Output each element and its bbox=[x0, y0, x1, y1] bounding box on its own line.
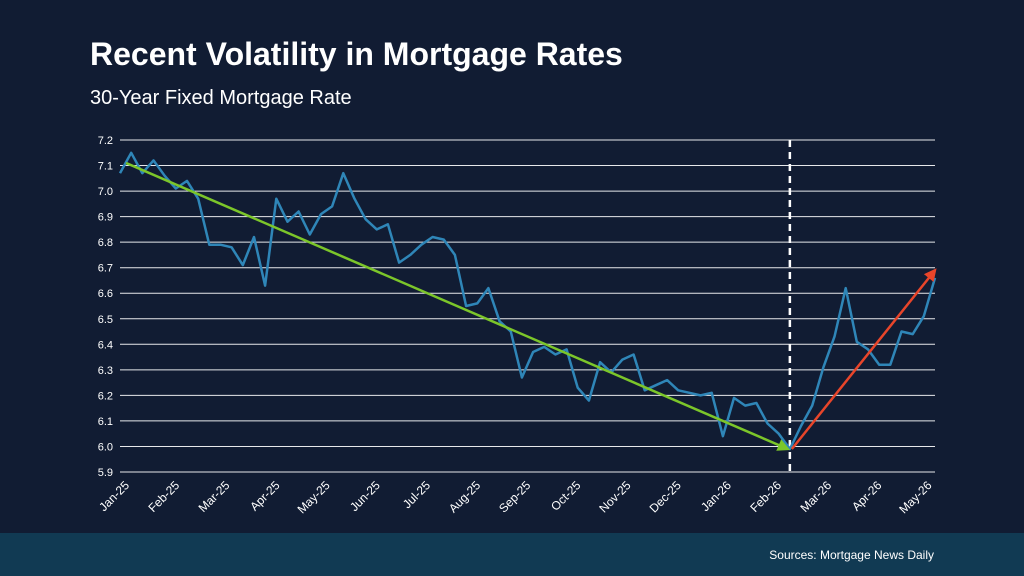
y-tick-label: 6.5 bbox=[98, 314, 113, 326]
x-tick-label: Jun-25 bbox=[347, 478, 383, 514]
footer-bar: Sources: Mortgage News Daily bbox=[0, 533, 1024, 576]
y-tick-label: 6.1 bbox=[98, 416, 113, 428]
down-trend-arrow bbox=[125, 161, 791, 451]
trend-arrows bbox=[125, 161, 937, 451]
y-tick-label: 6.8 bbox=[98, 237, 113, 249]
y-tick-label: 7.2 bbox=[98, 135, 113, 147]
up-trend-arrow bbox=[790, 268, 937, 450]
x-tick-label: Jan-26 bbox=[698, 478, 734, 514]
y-tick-label: 6.9 bbox=[98, 212, 113, 224]
y-tick-label: 7.1 bbox=[98, 161, 113, 173]
y-tick-label: 6.7 bbox=[98, 263, 113, 275]
y-tick-label: 6.4 bbox=[98, 339, 113, 351]
y-axis-ticks: 5.9 6.0 6.1 6.2 6.3 6.4 6.5 6.6 6.7 6.8 6.9 7.0 7.1 7… bbox=[98, 135, 113, 479]
y-tick-label: 6.3 bbox=[98, 365, 113, 377]
x-tick-label: Feb-25 bbox=[145, 478, 182, 515]
x-tick-label: Sep-25 bbox=[496, 478, 533, 515]
x-tick-label: Jan-25 bbox=[96, 478, 132, 514]
x-tick-label: Jul-25 bbox=[400, 478, 433, 511]
x-tick-label: Mar-26 bbox=[797, 478, 834, 515]
series-line bbox=[118, 151, 937, 451]
x-tick-label: Oct-25 bbox=[548, 478, 584, 514]
x-tick-label: Feb-26 bbox=[747, 478, 784, 515]
x-tick-label: Nov-25 bbox=[596, 478, 633, 515]
x-tick-label: May-26 bbox=[896, 478, 934, 516]
y-tick-label: 6.2 bbox=[98, 390, 113, 402]
chart-subtitle: 30-Year Fixed Mortgage Rate bbox=[90, 87, 352, 109]
x-tick-label: Dec-25 bbox=[647, 478, 684, 515]
x-axis-ticks: Jan-25 Feb-25 Mar-25 Apr-25 May-25 Jun-25 Jul-… bbox=[96, 478, 935, 516]
x-tick-label: Aug-25 bbox=[446, 478, 483, 515]
y-tick-label: 5.9 bbox=[98, 467, 113, 479]
y-tick-label: 7.0 bbox=[98, 186, 113, 198]
chart-title: Recent Volatility in Mortgage Rates bbox=[90, 36, 623, 72]
series-mortgage-rate bbox=[118, 151, 937, 451]
line-chart: 5.9 6.0 6.1 6.2 6.3 6.4 6.5 6.6 6.7 6.8 6.9 7.0 7.1 7… bbox=[96, 135, 937, 516]
x-tick-label: Apr-25 bbox=[247, 478, 283, 514]
y-tick-label: 6.6 bbox=[98, 288, 113, 300]
source-note: Sources: Mortgage News Daily bbox=[769, 548, 934, 562]
y-tick-label: 6.0 bbox=[98, 441, 113, 453]
x-tick-label: Apr-26 bbox=[849, 478, 885, 514]
x-tick-label: May-25 bbox=[295, 478, 333, 516]
x-tick-label: Mar-25 bbox=[196, 478, 233, 515]
